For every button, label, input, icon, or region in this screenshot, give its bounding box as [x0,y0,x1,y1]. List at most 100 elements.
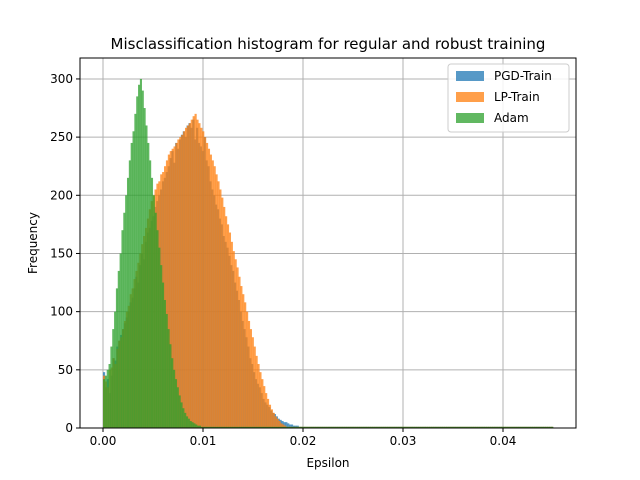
histogram-bar [545,426,548,428]
histogram-bar [471,426,474,428]
histogram-bar [238,276,241,428]
histogram-bar [285,426,288,428]
histogram-bar [103,379,106,428]
histogram-bar [492,426,495,428]
histogram-bar [493,426,497,428]
histogram-bar [328,426,331,428]
histogram-bar [173,369,176,428]
histogram-bar [259,372,262,428]
histogram-bar [521,426,524,428]
x-tick-label: 0.00 [90,434,117,448]
histogram-bar [420,426,423,428]
histogram-bar [364,426,367,428]
histogram-bar [436,426,439,428]
histogram-bar [339,426,342,428]
histogram-bar [110,346,113,428]
histogram-bar [106,369,109,428]
y-tick-label: 100 [50,305,73,319]
histogram-bar [377,426,380,428]
histogram-bar [530,426,533,428]
histogram-bar [285,422,288,428]
histogram-bar [405,426,408,428]
histogram-bar [208,426,211,428]
histogram-bar [232,251,235,428]
x-tick-label: 0.03 [390,434,417,448]
histogram-bar [320,426,323,428]
histogram-bar [150,177,154,428]
histogram-bar [508,426,511,428]
histogram-bar [250,426,253,428]
histogram-bar [495,426,498,428]
histogram-bar [266,398,270,428]
histogram-bar [514,426,517,428]
histogram-bar [235,426,238,428]
histogram-bar [418,426,421,428]
histogram-bar [423,426,426,428]
histogram-bar [484,426,487,428]
histogram-bar [468,426,471,428]
histogram-bar [247,320,251,428]
histogram-bar [274,426,277,428]
histogram-bar [368,426,371,428]
histogram-bar [184,412,187,428]
histogram-bar [255,355,258,428]
histogram-bar [175,142,178,428]
histogram-bar [244,302,247,428]
histogram-bar [540,426,543,428]
histogram-bar [240,286,243,428]
y-tick-label: 150 [50,246,73,260]
histogram-bar [200,426,203,428]
histogram-bar [204,137,207,428]
histogram-bar [143,108,146,428]
histogram-bar [501,426,504,428]
histogram-bar [134,113,137,428]
histogram-bar [348,426,351,428]
histogram-bar [211,426,214,428]
histogram-bar [104,375,107,428]
histogram-bar [304,426,307,428]
histogram-bar [178,395,181,428]
histogram-bar [117,270,120,428]
histogram-bar [503,426,506,428]
histogram-bar [387,426,390,428]
histogram-bar [438,426,441,428]
histogram-bar [541,426,545,428]
histogram-bar [186,125,190,428]
histogram-bar [270,426,273,428]
histogram-bar [466,426,469,428]
histogram-bar [278,421,281,428]
histogram-bar [187,418,190,428]
histogram-bar [173,146,176,428]
histogram-bar [193,423,196,428]
histogram-bar [278,426,281,428]
histogram-bar [296,426,299,428]
histogram-bar [302,426,305,428]
histogram-bar [243,426,246,428]
histogram-bar [251,337,254,428]
histogram-bar [313,426,316,428]
histogram-bar [440,426,443,428]
histogram-bar [374,426,377,428]
histogram-bar [191,422,194,428]
histogram-bar [523,426,526,428]
histogram-bar [551,426,554,428]
histogram-bar [519,426,522,428]
histogram-bar [263,386,266,428]
histogram-bar [232,426,235,428]
histogram-bar [108,364,111,428]
histogram-bar [234,259,237,428]
histogram-bar [446,426,449,428]
histogram-bar [355,426,358,428]
histogram-bar [165,313,168,428]
histogram-bar [449,426,452,428]
histogram-bar [245,426,248,428]
histogram-bar [181,134,184,429]
histogram-bar [236,267,239,428]
legend-item: Adam [456,111,529,125]
histogram-bar [534,426,537,428]
histogram-bar [316,426,320,428]
histogram-bar [246,311,249,428]
histogram-bar [194,113,197,428]
y-tick-label: 0 [65,421,73,435]
histogram-bar [121,230,124,428]
